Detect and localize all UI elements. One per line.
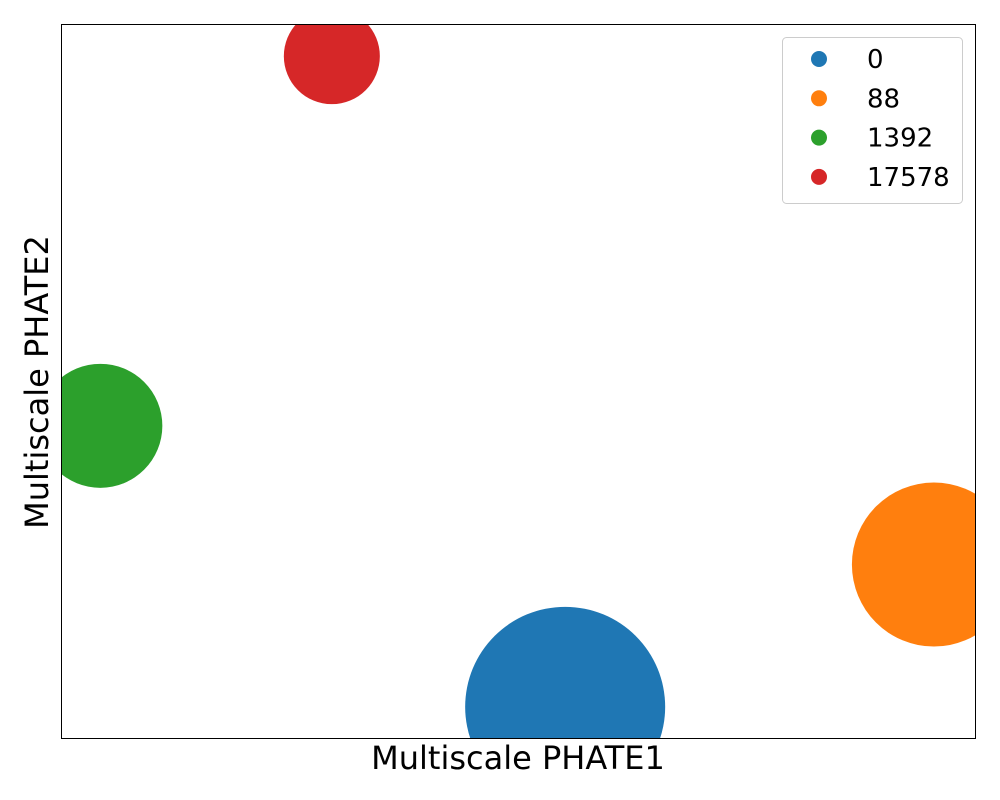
x-axis-label: Multiscale PHATE1: [371, 739, 665, 777]
scatter-point-88: [851, 482, 976, 647]
legend-marker-0: [811, 51, 827, 67]
legend: 0 88 1392 17578: [782, 37, 963, 204]
legend-marker-1392: [811, 129, 827, 146]
legend-box: [782, 37, 963, 204]
legend-marker-88: [811, 90, 827, 107]
legend-label-88: 88: [867, 84, 900, 114]
scatter-point-1392: [61, 363, 163, 488]
legend-marker-17578: [811, 168, 827, 185]
legend-label-17578: 17578: [867, 163, 950, 193]
legend-label-0: 0: [867, 45, 884, 75]
scatter-point-0: [465, 606, 666, 739]
y-axis-label: Multiscale PHATE2: [18, 235, 56, 529]
scatter-point-17578: [283, 24, 380, 105]
legend-label-1392: 1392: [867, 124, 933, 154]
plot-frame: [61, 24, 976, 739]
data-points: [61, 24, 976, 739]
